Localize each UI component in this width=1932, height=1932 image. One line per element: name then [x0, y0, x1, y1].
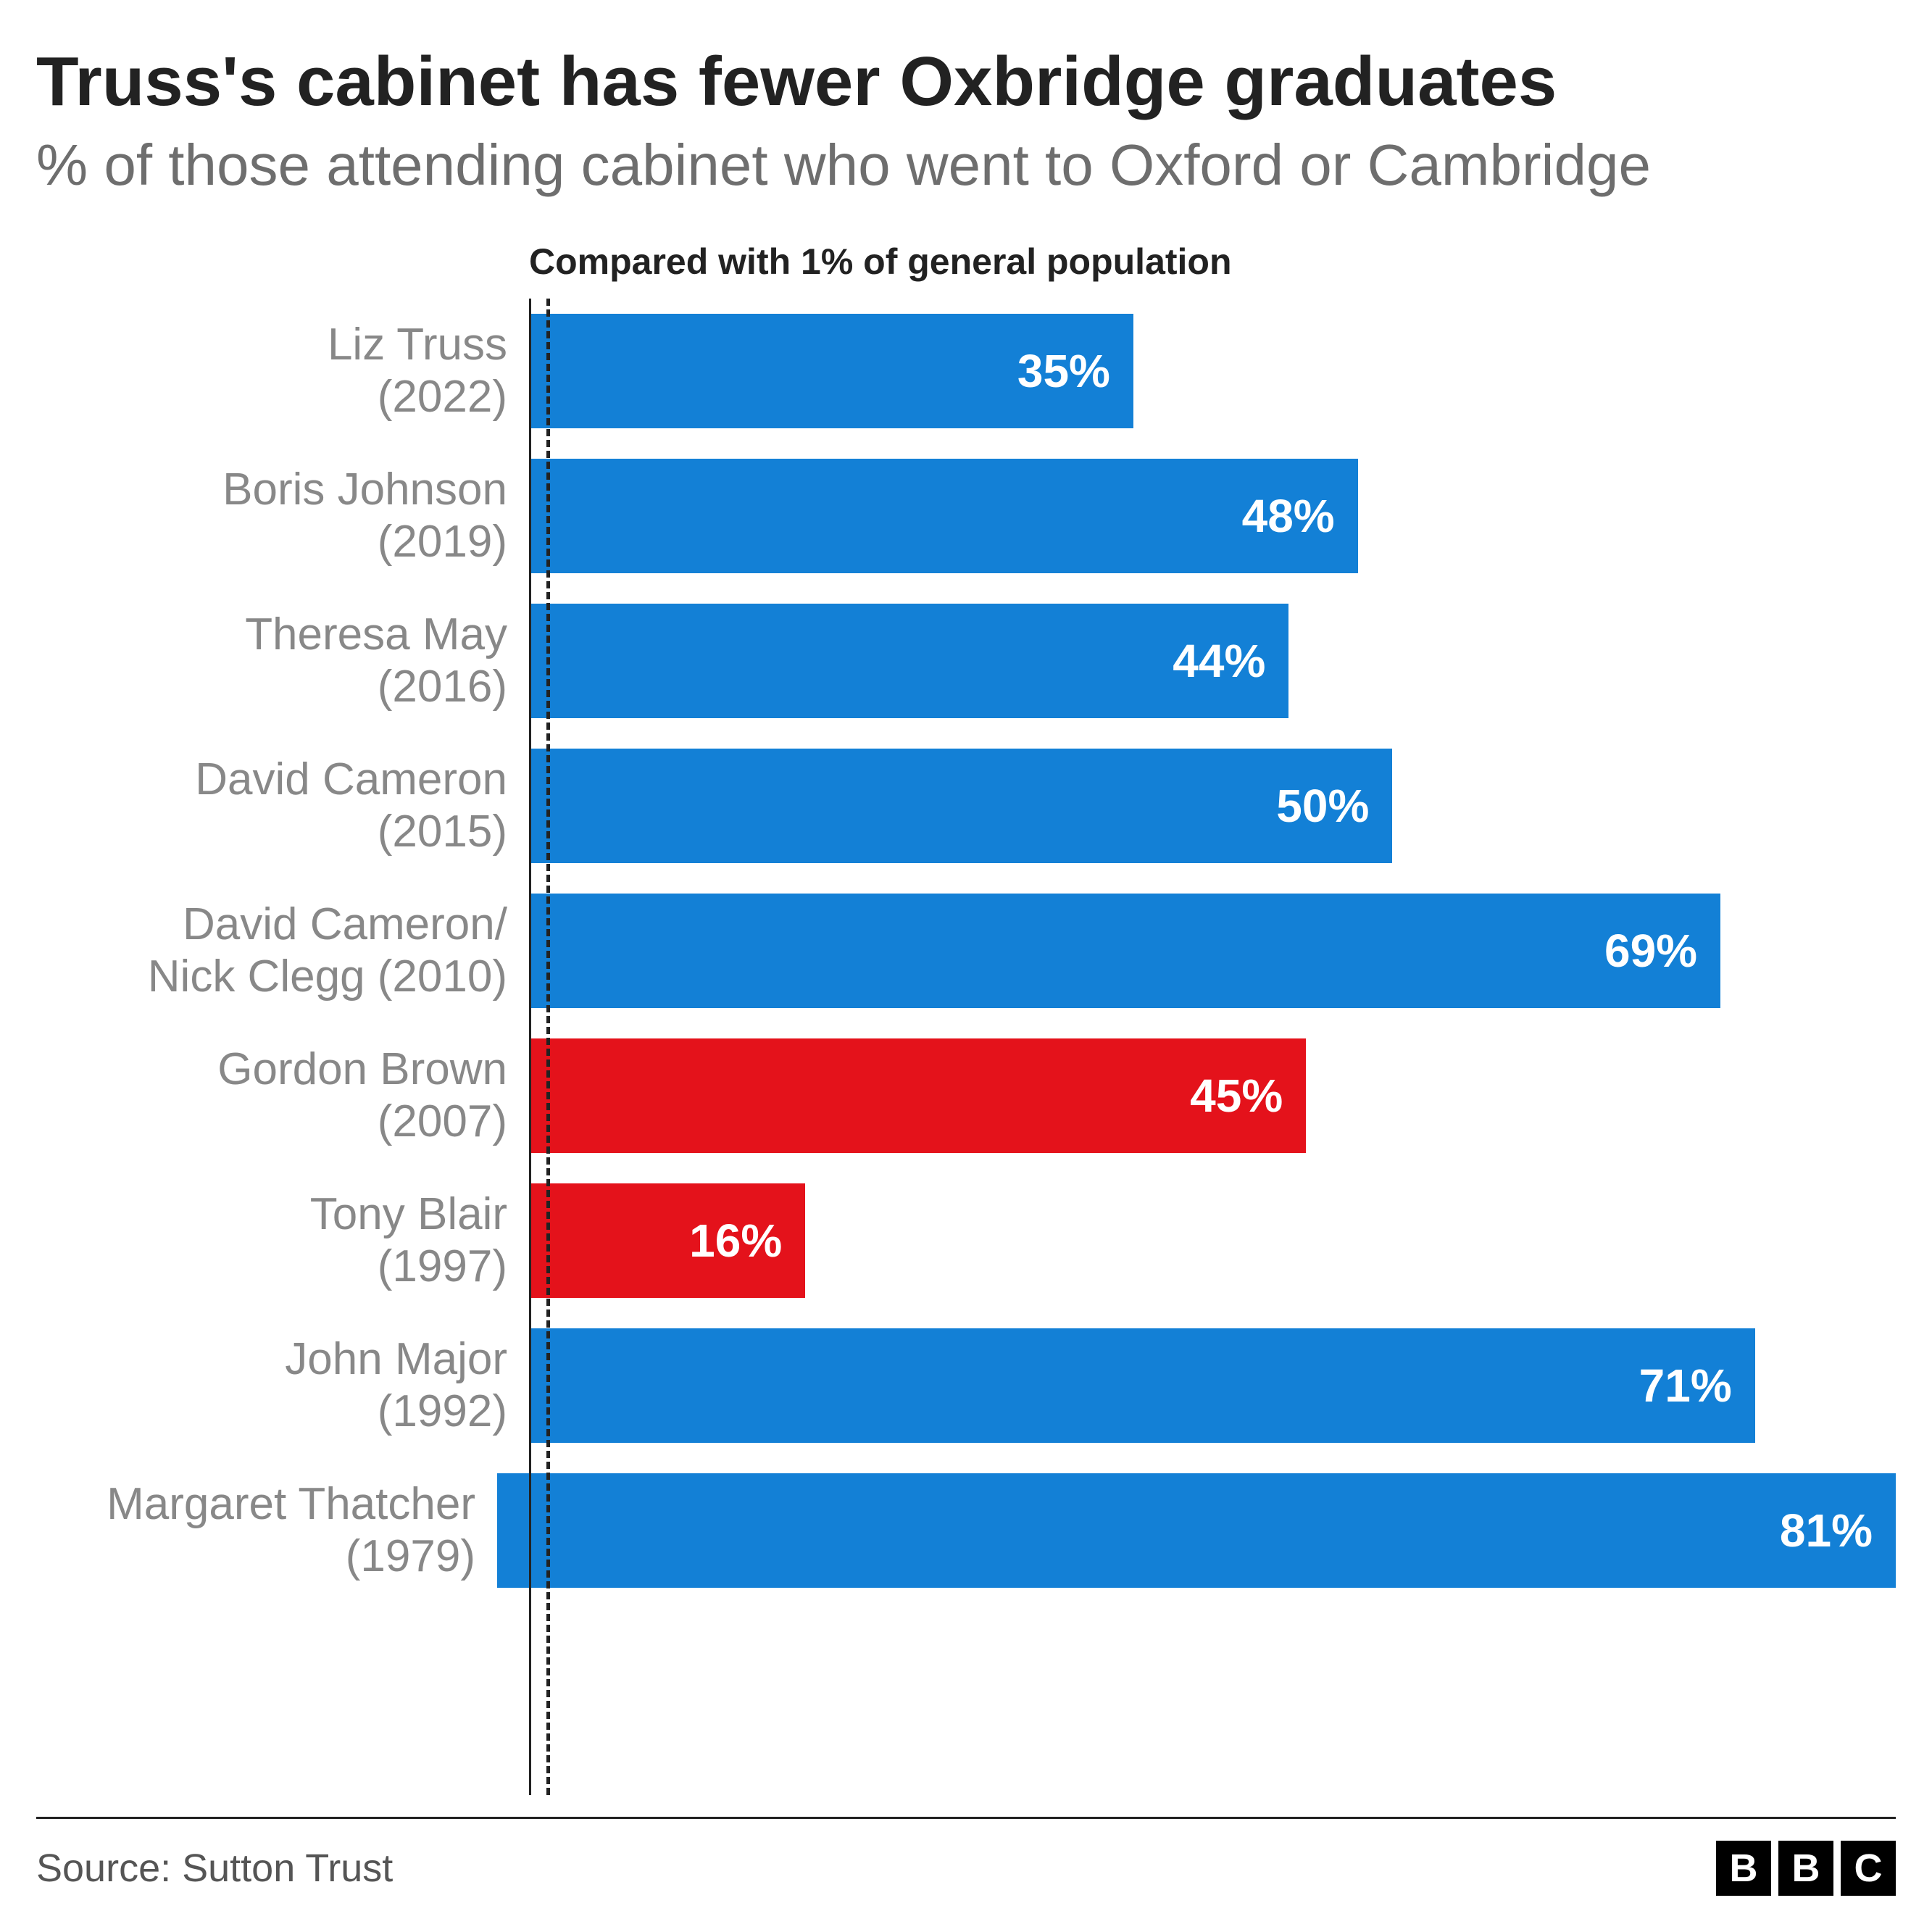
row-label-line1: Margaret Thatcher: [36, 1478, 475, 1530]
row-label-line2: (2019): [36, 516, 507, 567]
bar-value: 81%: [1780, 1504, 1896, 1557]
row-label: Tony Blair(1997): [36, 1188, 529, 1292]
bar-value: 69%: [1604, 924, 1720, 978]
row-label-line1: David Cameron/: [36, 899, 507, 950]
bar-row: Liz Truss(2022) 35%: [36, 299, 1896, 444]
bar-track: 45%: [529, 1023, 1896, 1168]
bar-value: 48%: [1242, 489, 1358, 543]
bar-row: Theresa May(2016) 44%: [36, 588, 1896, 733]
row-label: David Cameron/Nick Clegg (2010): [36, 899, 529, 1002]
chart-subtitle: % of those attending cabinet who went to…: [36, 133, 1896, 197]
baseline-axis: [529, 299, 531, 1795]
row-label-line1: John Major: [36, 1333, 507, 1385]
row-label-line2: (2016): [36, 661, 507, 712]
chart-container: Truss's cabinet has fewer Oxbridge gradu…: [0, 0, 1932, 1932]
bar-track: 16%: [529, 1168, 1896, 1313]
one-percent-reference-line: [546, 299, 550, 1795]
bar-value: 50%: [1276, 779, 1392, 833]
row-label: Gordon Brown(2007): [36, 1044, 529, 1147]
bar: 71%: [529, 1328, 1755, 1443]
bbc-logo: BBC: [1716, 1841, 1896, 1896]
bar: 35%: [529, 314, 1133, 428]
bar-row: Boris Johnson(2019) 48%: [36, 444, 1896, 588]
bar: 69%: [529, 894, 1720, 1008]
row-label-line1: Tony Blair: [36, 1188, 507, 1240]
bar-track: 81%: [497, 1458, 1896, 1603]
bar: 44%: [529, 604, 1288, 718]
bbc-logo-block: C: [1841, 1841, 1896, 1896]
row-label: Liz Truss(2022): [36, 319, 529, 422]
bar: 81%: [497, 1473, 1896, 1588]
bar-value: 45%: [1190, 1069, 1306, 1123]
row-label-line2: Nick Clegg (2010): [36, 951, 507, 1002]
row-label-line2: (1997): [36, 1241, 507, 1292]
row-label-line1: Gordon Brown: [36, 1044, 507, 1095]
bar: 16%: [529, 1183, 805, 1298]
row-label: David Cameron(2015): [36, 754, 529, 857]
row-label-line1: Theresa May: [36, 609, 507, 660]
row-label-line2: (1992): [36, 1386, 507, 1437]
row-label-line1: Boris Johnson: [36, 464, 507, 515]
bar-rows: Liz Truss(2022) 35% Boris Johnson(2019) 48%…: [36, 299, 1896, 1795]
bar-row: John Major(1992) 71%: [36, 1313, 1896, 1458]
comparison-label: Compared with 1% of general population: [529, 241, 1896, 283]
bar-value: 35%: [1017, 344, 1133, 398]
bar-track: 48%: [529, 444, 1896, 588]
bar-row: David Cameron/Nick Clegg (2010) 69%: [36, 878, 1896, 1023]
bbc-logo-block: B: [1778, 1841, 1833, 1896]
bar-row: Tony Blair(1997) 16%: [36, 1168, 1896, 1313]
bar-track: 44%: [529, 588, 1896, 733]
bar: 50%: [529, 749, 1392, 863]
bbc-logo-block: B: [1716, 1841, 1771, 1896]
bar-track: 69%: [529, 878, 1896, 1023]
row-label-line2: (2015): [36, 806, 507, 857]
source-text: Source: Sutton Trust: [36, 1846, 393, 1891]
footer: Source: Sutton Trust BBC: [36, 1817, 1896, 1896]
row-label: John Major(1992): [36, 1333, 529, 1437]
bar-value: 44%: [1173, 634, 1288, 688]
row-label: Boris Johnson(2019): [36, 464, 529, 567]
row-label: Theresa May(2016): [36, 609, 529, 712]
bar-row: David Cameron(2015) 50%: [36, 733, 1896, 878]
row-label-line2: (2007): [36, 1096, 507, 1147]
bar-row: Gordon Brown(2007) 45%: [36, 1023, 1896, 1168]
row-label-line1: David Cameron: [36, 754, 507, 805]
bar-value: 71%: [1639, 1359, 1755, 1412]
chart-title: Truss's cabinet has fewer Oxbridge gradu…: [36, 43, 1896, 120]
row-label-line2: (2022): [36, 371, 507, 422]
chart-area: Compared with 1% of general population L…: [36, 241, 1896, 1795]
bar-track: 50%: [529, 733, 1896, 878]
bar-track: 71%: [529, 1313, 1896, 1458]
bar: 45%: [529, 1038, 1306, 1153]
bar-row: Margaret Thatcher(1979) 81%: [36, 1458, 1896, 1603]
row-label-line2: (1979): [36, 1531, 475, 1582]
row-label-line1: Liz Truss: [36, 319, 507, 370]
bar: 48%: [529, 459, 1358, 573]
bar-value: 16%: [689, 1214, 805, 1267]
bar-track: 35%: [529, 299, 1896, 444]
row-label: Margaret Thatcher(1979): [36, 1478, 497, 1582]
